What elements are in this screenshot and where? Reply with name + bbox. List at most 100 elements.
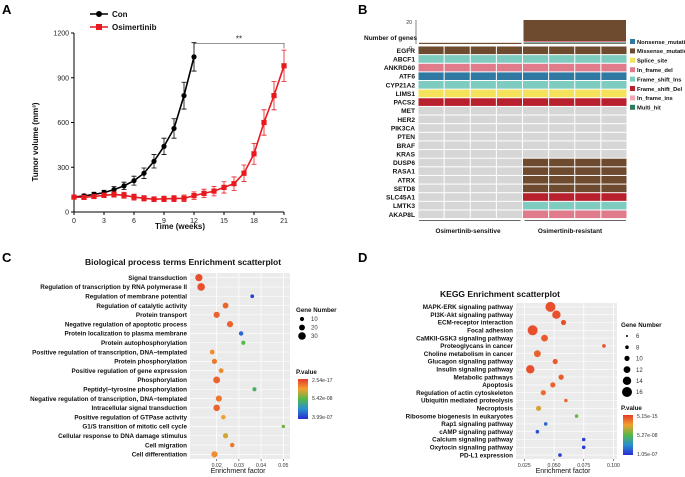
a-point-osi <box>141 195 147 201</box>
b-cell-fs_ins <box>444 55 470 63</box>
b-cell-fs_del <box>470 98 496 106</box>
c-term-label: Regulation of catalytic activity <box>96 303 187 310</box>
b-cell-missense <box>601 46 627 55</box>
a-point-con <box>161 143 167 149</box>
d-color-bar <box>623 415 633 455</box>
c-point <box>241 340 246 345</box>
b-cell-wild <box>549 132 575 141</box>
b-legend-label: Frame_shift_Del <box>637 87 682 93</box>
c-term-label: Positive regulation of gene expression <box>72 368 188 375</box>
a-y-tick-label: 600 <box>57 120 69 127</box>
a-point-osi <box>171 195 177 202</box>
d-point <box>552 310 561 319</box>
c-point <box>215 395 222 402</box>
d-point <box>545 301 556 312</box>
a-x-tick-label: 15 <box>220 218 228 225</box>
c-term-label: Peptidyl−tyrosine phosphorylation <box>83 386 187 393</box>
b-cell-nonsense <box>444 72 470 81</box>
b-cell-fs_ins <box>523 201 549 210</box>
b-cell-wild <box>418 106 444 115</box>
b-gene-label: SLC45A1 <box>386 195 415 202</box>
c-point <box>218 368 224 374</box>
b-gene-label: SETD8 <box>394 186 416 193</box>
c-point <box>197 283 205 291</box>
c-size-legend-dot <box>298 332 306 340</box>
c-term-label: Protein autophosphorylation <box>101 340 187 347</box>
b-cell-wild <box>601 132 627 141</box>
a-ylabel: Tumor volume (mm³) <box>31 102 40 181</box>
b-cell-nonsense <box>496 72 522 81</box>
a-x-tick-label: 6 <box>132 218 136 225</box>
b-bar-tick-min: 0 <box>409 46 412 52</box>
c-point <box>281 424 286 429</box>
b-cell-fs_del <box>601 193 627 201</box>
b-cell-wild <box>549 124 575 132</box>
b-cell-fs_ins <box>523 55 549 63</box>
b-gene-label: HER2 <box>397 117 415 124</box>
d-point <box>526 365 535 374</box>
b-legend-label: In_frame_ins <box>637 96 673 102</box>
b-cell-nonsense <box>523 72 549 81</box>
b-cell-wild <box>418 167 444 175</box>
b-cell-wild <box>444 193 470 201</box>
d-size-legend-dot <box>623 366 631 373</box>
a-legend-con-label: Con <box>112 10 128 19</box>
a-point-con <box>121 183 127 189</box>
a-y-tick-label: 300 <box>57 165 69 172</box>
b-cell-missense <box>470 46 496 55</box>
b-cell-wild <box>549 150 575 158</box>
b-top-bar-segment <box>523 42 626 44</box>
b-gene-label: CYP21A2 <box>386 82 416 89</box>
b-legend-label: In_frame_del <box>637 68 673 74</box>
a-point-osi <box>201 190 207 196</box>
d-point <box>533 350 541 358</box>
b-cell-wild <box>444 175 470 184</box>
d-xlabel: Enrichment factor <box>536 468 592 475</box>
d-x-tick-label: 0.100 <box>607 463 620 469</box>
b-cell-fs_del <box>549 193 575 201</box>
b-cell-wild <box>418 141 444 150</box>
b-cell-missense <box>601 175 627 184</box>
b-cell-wild <box>418 158 444 167</box>
b-cell-wild <box>444 167 470 175</box>
b-cell-fs_del <box>575 98 601 106</box>
a-point-con <box>181 93 187 99</box>
d-point <box>535 429 540 434</box>
b-gene-label: PIK3CA <box>391 126 415 133</box>
d-size-legend-dot <box>622 387 632 397</box>
c-term-label: Regulation of transcription by RNA polym… <box>40 284 187 291</box>
d-point <box>540 390 546 396</box>
b-cell-nonsense <box>418 72 444 81</box>
d-term-label: Ribosome biogenesis in eukaryotes <box>406 413 514 420</box>
c-point <box>250 294 255 299</box>
d-term-label: Glucagon signaling pathway <box>428 359 514 366</box>
b-gene-label: BRAF <box>397 143 415 150</box>
b-cell-missense <box>601 184 627 193</box>
b-cell-fs_del <box>496 98 522 106</box>
b-bar-tick-max: 20 <box>406 20 412 26</box>
b-cell-wild <box>470 150 496 158</box>
c-term-label: Signal transduction <box>128 275 187 282</box>
b-cell-wild <box>444 210 470 219</box>
b-cell-inframe_del <box>575 63 601 72</box>
b-cell-wild <box>496 141 522 150</box>
b-cell-splice <box>470 89 496 98</box>
a-series-osi-line <box>73 65 285 200</box>
c-x-tick-label: 0.02 <box>212 463 222 469</box>
c-point <box>209 349 215 355</box>
b-cell-wild <box>601 124 627 132</box>
b-gene-label: EGFR <box>397 48 416 55</box>
b-cell-wild <box>470 210 496 219</box>
b-cell-wild <box>470 124 496 132</box>
b-top-bar <box>419 42 522 44</box>
b-cell-wild <box>444 201 470 210</box>
b-cell-fs_del <box>523 193 549 201</box>
d-term-label: Metabolic pathways <box>454 374 514 381</box>
b-cell-missense <box>549 175 575 184</box>
b-gene-label: RASA1 <box>393 169 416 176</box>
a-point-osi <box>81 194 87 200</box>
c-size-legend-label: 10 <box>311 317 318 323</box>
b-cell-wild <box>575 106 601 115</box>
b-cell-inframe_del <box>523 210 549 219</box>
b-cell-wild <box>470 141 496 150</box>
